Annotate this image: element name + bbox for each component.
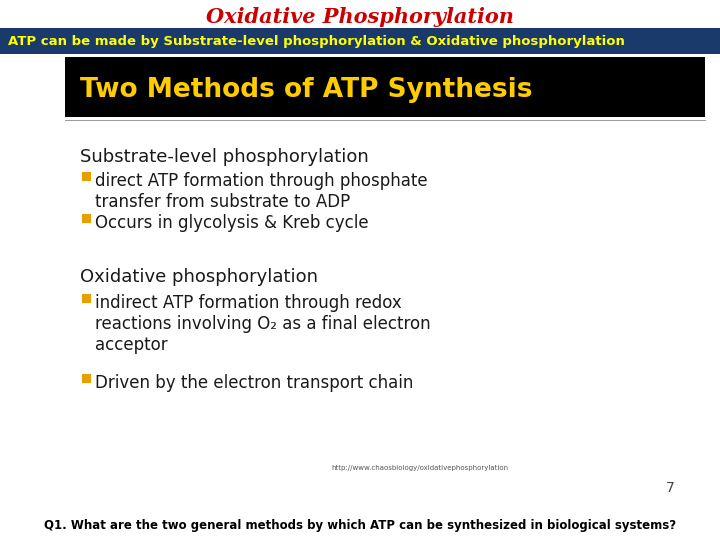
Text: direct ATP formation through phosphate
transfer from substrate to ADP: direct ATP formation through phosphate t… (95, 172, 428, 211)
Bar (82, 374, 91, 383)
Text: http://www.chaosbiology/oxidativephosphorylation: http://www.chaosbiology/oxidativephospho… (331, 465, 508, 471)
Text: Oxidative phosphorylation: Oxidative phosphorylation (80, 268, 318, 286)
Text: ATP can be made by Substrate-level phosphorylation & Oxidative phosphorylation: ATP can be made by Substrate-level phosp… (8, 35, 625, 48)
Text: Substrate-level phosphorylation: Substrate-level phosphorylation (80, 148, 369, 166)
Bar (82, 172, 91, 181)
Text: Driven by the electron transport chain: Driven by the electron transport chain (95, 374, 413, 392)
Text: Occurs in glycolysis & Kreb cycle: Occurs in glycolysis & Kreb cycle (95, 214, 369, 232)
Bar (0, 28, 720, 54)
Bar (82, 294, 91, 303)
Text: Oxidative Phosphorylation: Oxidative Phosphorylation (206, 7, 514, 27)
Text: 7: 7 (665, 481, 675, 495)
Text: indirect ATP formation through redox
reactions involving O₂ as a final electron
: indirect ATP formation through redox rea… (95, 294, 431, 354)
Text: Two Methods of ATP Synthesis: Two Methods of ATP Synthesis (80, 77, 533, 103)
Bar (65, 57, 705, 117)
Bar (82, 214, 91, 223)
Text: Q1. What are the two general methods by which ATP can be synthesized in biologic: Q1. What are the two general methods by … (44, 519, 676, 532)
